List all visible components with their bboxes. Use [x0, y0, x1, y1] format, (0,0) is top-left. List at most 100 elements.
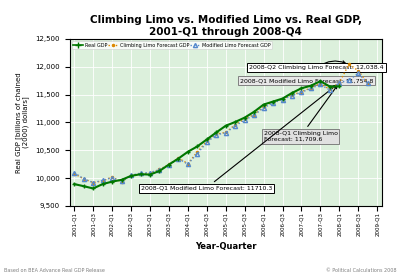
Real GDP: [195, 145, 200, 148]
Climbing Limo Forecast GDP: [261, 105, 266, 109]
Text: 2008-Q2 Climbing Limo Forecast: 12,038.4: 2008-Q2 Climbing Limo Forecast: 12,038.4: [249, 61, 384, 70]
Modified Limo Forecast GDP: [119, 180, 124, 183]
Modified Limo Forecast GDP: [299, 91, 304, 94]
Climbing Limo Forecast GDP: [242, 117, 247, 121]
Climbing Limo Forecast GDP: [214, 132, 219, 136]
Modified Limo Forecast GDP: [346, 79, 351, 82]
Text: Based on BEA Advance Real GDP Release: Based on BEA Advance Real GDP Release: [4, 268, 105, 273]
Climbing Limo Forecast GDP: [195, 150, 200, 153]
Text: © Political Calculations 2008: © Political Calculations 2008: [326, 268, 396, 273]
Climbing Limo Forecast GDP: [100, 179, 105, 182]
Climbing Limo Forecast GDP: [280, 97, 285, 101]
Modified Limo Forecast GDP: [72, 171, 77, 174]
Line: Modified Limo Forecast GDP: Modified Limo Forecast GDP: [72, 71, 370, 185]
Climbing Limo Forecast GDP: [318, 82, 323, 85]
Climbing Limo Forecast GDP: [223, 131, 228, 134]
Real GDP: [148, 173, 152, 176]
Real GDP: [91, 187, 96, 190]
Real GDP: [261, 103, 266, 106]
Real GDP: [157, 169, 162, 173]
Modified Limo Forecast GDP: [318, 83, 323, 86]
Real GDP: [72, 182, 77, 186]
Climbing Limo Forecast GDP: [110, 175, 114, 179]
Climbing Limo Forecast GDP: [119, 180, 124, 184]
Climbing Limo Forecast GDP: [81, 177, 86, 181]
Climbing Limo Forecast GDP: [328, 88, 332, 91]
Modified Limo Forecast GDP: [148, 171, 152, 174]
Real GDP: [110, 180, 114, 183]
Climbing Limo Forecast GDP: [271, 100, 276, 103]
Climbing Limo Forecast GDP: [148, 172, 152, 175]
Climbing Limo Forecast GDP: [337, 81, 342, 84]
Real GDP: [100, 182, 105, 186]
Climbing Limo Forecast GDP: [91, 181, 96, 184]
Line: Climbing Limo Forecast GDP: Climbing Limo Forecast GDP: [72, 62, 370, 185]
Real GDP: [242, 116, 247, 119]
Real GDP: [81, 185, 86, 188]
X-axis label: Year-Quarter: Year-Quarter: [195, 242, 256, 251]
Real GDP: [119, 178, 124, 181]
Modified Limo Forecast GDP: [100, 179, 105, 182]
Real GDP: [271, 100, 276, 103]
Legend: Real GDP, Climbing Limo Forecast GDP, Modified Limo Forecast GDP: Real GDP, Climbing Limo Forecast GDP, Mo…: [72, 41, 272, 49]
Modified Limo Forecast GDP: [186, 162, 190, 166]
Modified Limo Forecast GDP: [252, 113, 256, 117]
Real GDP: [299, 87, 304, 90]
Climbing Limo Forecast GDP: [157, 168, 162, 171]
Climbing Limo Forecast GDP: [252, 113, 256, 116]
Y-axis label: Real GDP [billions of chained
(2000) dollars]: Real GDP [billions of chained (2000) dol…: [15, 72, 30, 173]
Climbing Limo Forecast GDP: [299, 90, 304, 93]
Modified Limo Forecast GDP: [365, 82, 370, 85]
Real GDP: [308, 84, 313, 87]
Real GDP: [176, 157, 181, 160]
Modified Limo Forecast GDP: [214, 133, 219, 136]
Modified Limo Forecast GDP: [308, 87, 313, 90]
Modified Limo Forecast GDP: [166, 163, 171, 166]
Real GDP: [337, 85, 342, 88]
Modified Limo Forecast GDP: [91, 181, 96, 184]
Real GDP: [186, 150, 190, 153]
Real GDP: [129, 174, 134, 178]
Modified Limo Forecast GDP: [157, 168, 162, 172]
Modified Limo Forecast GDP: [129, 174, 134, 177]
Real GDP: [280, 97, 285, 100]
Text: 2008-Q1 Climbing Limo
Forecast: 11,709.6: 2008-Q1 Climbing Limo Forecast: 11,709.6: [264, 86, 338, 142]
Real GDP: [166, 163, 171, 166]
Title: Climbing Limo vs. Modified Limo vs. Real GDP,
2001-Q1 through 2008-Q4: Climbing Limo vs. Modified Limo vs. Real…: [90, 15, 362, 37]
Text: 2008-Q1 Modified Limo Forecast: 11710.3: 2008-Q1 Modified Limo Forecast: 11710.3: [140, 85, 336, 191]
Modified Limo Forecast GDP: [110, 176, 114, 179]
Real GDP: [138, 173, 143, 176]
Climbing Limo Forecast GDP: [176, 156, 181, 160]
Modified Limo Forecast GDP: [242, 118, 247, 122]
Modified Limo Forecast GDP: [290, 94, 294, 97]
Modified Limo Forecast GDP: [271, 101, 276, 104]
Modified Limo Forecast GDP: [176, 157, 181, 160]
Climbing Limo Forecast GDP: [308, 86, 313, 89]
Climbing Limo Forecast GDP: [72, 172, 77, 175]
Climbing Limo Forecast GDP: [204, 140, 209, 143]
Real GDP: [223, 124, 228, 127]
Real GDP: [290, 91, 294, 95]
Climbing Limo Forecast GDP: [129, 174, 134, 177]
Modified Limo Forecast GDP: [356, 72, 361, 75]
Modified Limo Forecast GDP: [138, 172, 143, 175]
Modified Limo Forecast GDP: [280, 98, 285, 101]
Modified Limo Forecast GDP: [204, 141, 209, 144]
Climbing Limo Forecast GDP: [356, 69, 361, 72]
Real GDP: [204, 138, 209, 141]
Climbing Limo Forecast GDP: [290, 93, 294, 97]
Real GDP: [318, 79, 323, 83]
Real GDP: [214, 131, 219, 134]
Climbing Limo Forecast GDP: [186, 162, 190, 165]
Real GDP: [252, 110, 256, 113]
Modified Limo Forecast GDP: [261, 106, 266, 110]
Modified Limo Forecast GDP: [223, 131, 228, 135]
Modified Limo Forecast GDP: [328, 89, 332, 92]
Modified Limo Forecast GDP: [337, 81, 342, 84]
Climbing Limo Forecast GDP: [365, 82, 370, 85]
Modified Limo Forecast GDP: [81, 177, 86, 181]
Climbing Limo Forecast GDP: [138, 173, 143, 176]
Climbing Limo Forecast GDP: [346, 63, 351, 66]
Climbing Limo Forecast GDP: [233, 123, 238, 126]
Real GDP: [233, 120, 238, 124]
